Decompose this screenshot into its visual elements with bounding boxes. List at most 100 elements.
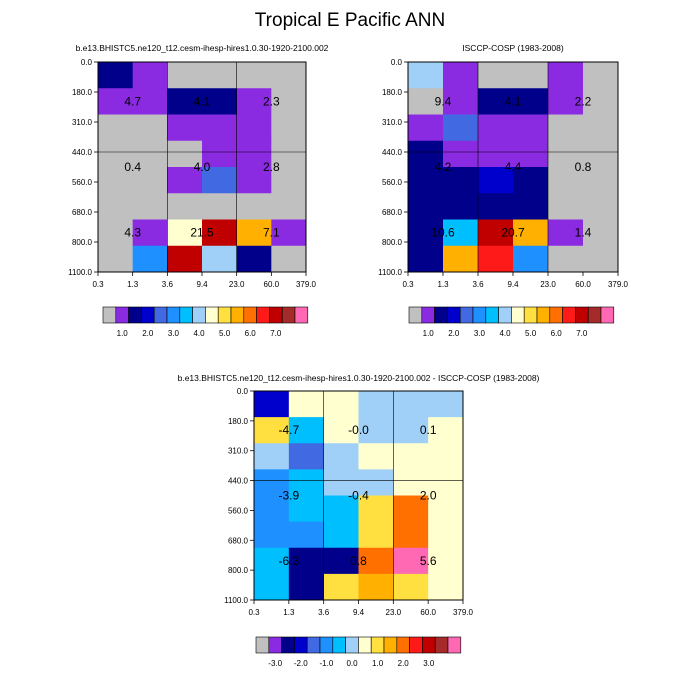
colorbar-swatch: [421, 306, 435, 324]
grid-lines: [98, 62, 306, 272]
heatmap-cell: [358, 391, 394, 418]
heatmap-cell: [167, 245, 203, 273]
heatmap-cell: [288, 521, 325, 549]
heatmap-cell: [271, 62, 307, 89]
colorbar-tick-label: -1.0: [320, 659, 334, 668]
heatmap-cell: [236, 167, 272, 194]
colorbar: 1.0 2.0 3.0 4.0 5.0 6.0 7.0: [102, 306, 309, 338]
y-tick-label: 560.0: [382, 178, 403, 187]
heatmap-cell: [323, 469, 359, 496]
x-tick-label: 60.0: [264, 280, 280, 289]
colorbar-tick-label: 1.0: [423, 329, 435, 338]
heatmap-cell: [513, 88, 549, 115]
heatmap-panel-1: b.e13.BHISTC5.ne120_t12.cesm-ihesp-hires…: [68, 43, 329, 338]
region-value-label: -4.7: [278, 423, 299, 437]
heatmap-cell: [167, 167, 203, 194]
region-value-label: -0.0: [348, 423, 369, 437]
heatmap-cell: [323, 443, 359, 470]
heatmap-cell: [408, 193, 444, 220]
heatmap-cell: [408, 62, 444, 89]
region-value-label: -0.4: [348, 489, 369, 503]
heatmap-cell: [288, 495, 325, 523]
colorbar-swatch: [536, 306, 551, 324]
heatmap-cell: [236, 88, 272, 115]
colorbar-swatch: [255, 636, 270, 654]
heatmap-cell: [254, 573, 290, 601]
y-tick-label: 680.0: [72, 208, 93, 217]
colorbar-swatch: [562, 306, 576, 324]
y-tick-label: 800.0: [228, 566, 249, 575]
heatmap-cell: [428, 417, 464, 444]
heatmap-cell: [513, 62, 549, 89]
colorbar-tick-label: 1.0: [117, 329, 129, 338]
heatmap-cell: [202, 245, 238, 273]
heatmap-cell: [236, 62, 272, 89]
heatmap-cell: [583, 88, 619, 115]
heatmap-cell: [393, 469, 429, 496]
heatmap-cell: [236, 193, 272, 220]
heatmap-cell: [271, 114, 307, 142]
colorbar-swatch: [128, 306, 142, 324]
y-tick-label: 680.0: [382, 208, 403, 217]
heatmap-cell: [548, 219, 584, 247]
x-tick-label: 379.0: [453, 608, 474, 617]
colorbar-swatch: [434, 306, 448, 324]
panel-title: b.e13.BHISTC5.ne120_t12.cesm-ihesp-hires…: [178, 373, 540, 383]
colorbar-tick-label: 2.0: [398, 659, 410, 668]
heatmap-cell: [478, 193, 514, 220]
colorbar-swatch: [575, 306, 589, 324]
heatmap-cell: [323, 391, 359, 418]
colorbar-tick-label: 3.0: [168, 329, 180, 338]
heatmap-cell: [98, 193, 134, 220]
heatmap-cell: [202, 193, 238, 220]
x-tick-label: 3.6: [472, 280, 484, 289]
heatmap-cell: [167, 219, 203, 247]
heatmap-cell: [548, 62, 584, 89]
heatmap-cell: [271, 88, 307, 115]
y-tick-label: 560.0: [72, 178, 93, 187]
heatmap-cell: [478, 140, 514, 168]
heatmap-cell: [132, 140, 168, 168]
heatmap-cell: [408, 114, 444, 142]
colorbar-tick-label: 0.0: [346, 659, 358, 668]
grid-lines: [254, 391, 463, 600]
heatmap-cell: [132, 219, 168, 247]
heatmap-cell: [254, 469, 290, 496]
colorbar-swatch: [217, 306, 232, 324]
heatmap-cell: [443, 88, 479, 115]
heatmap-cell: [478, 219, 514, 247]
region-value-label: 1.4: [575, 226, 592, 240]
colorbar-swatch: [281, 306, 296, 324]
heatmap-cell: [132, 88, 168, 115]
colorbar-swatch: [485, 306, 499, 324]
heatmap-cell: [583, 167, 619, 194]
colorbar-swatch: [408, 306, 423, 324]
colorbar-swatch: [141, 306, 155, 324]
colorbar-swatch: [281, 636, 295, 654]
colorbar-swatch: [192, 306, 206, 324]
colorbar-swatch: [319, 636, 334, 654]
heatmap-cell: [428, 443, 464, 470]
heatmap-cell: [254, 495, 290, 523]
region-value-label: 2.8: [263, 160, 280, 174]
heatmap-cell: [513, 114, 549, 142]
region-value-label: 7.1: [263, 226, 280, 240]
colorbar-swatch: [447, 306, 461, 324]
region-value-label: 4.3: [124, 226, 141, 240]
y-tick-label: 180.0: [382, 88, 403, 97]
heatmap-cell: [548, 167, 584, 194]
colorbar-tick-label: 6.0: [245, 329, 257, 338]
region-value-label: 4.1: [194, 94, 211, 108]
heatmap-cell: [358, 521, 394, 549]
heatmap-cell: [323, 573, 359, 601]
x-tick-label: 0.3: [248, 608, 260, 617]
colorbar-swatch: [268, 636, 282, 654]
heatmap-cell: [271, 140, 307, 168]
x-tick-label: 1.3: [127, 280, 139, 289]
x-tick-label: 3.6: [318, 608, 330, 617]
colorbar-tick-label: 7.0: [270, 329, 282, 338]
y-tick-label: 180.0: [228, 417, 249, 426]
colorbar-tick-label: 3.0: [423, 659, 435, 668]
heatmap-cell: [583, 62, 619, 89]
